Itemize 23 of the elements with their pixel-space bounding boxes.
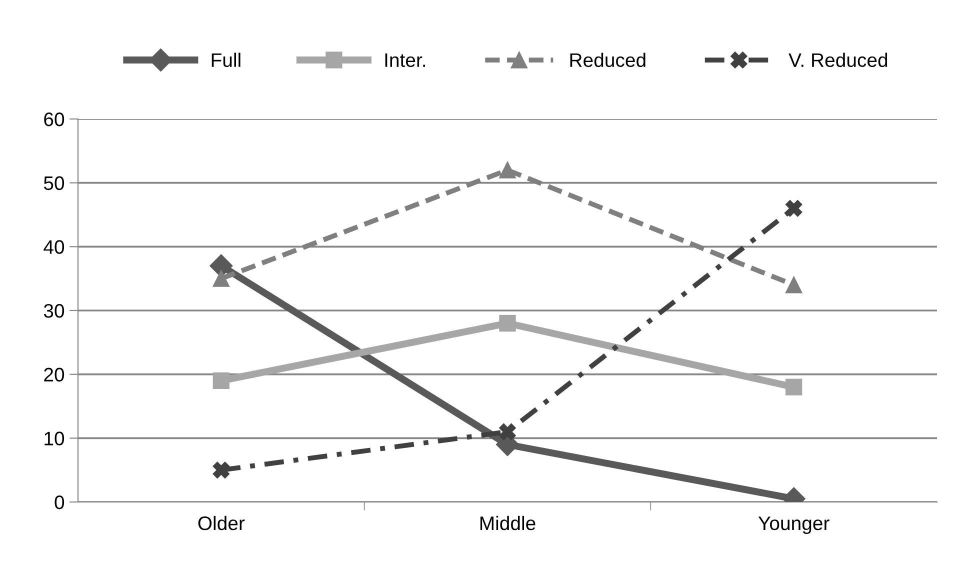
legend-label: V. Reduced: [788, 52, 888, 68]
x-tick-label: Younger: [758, 516, 830, 534]
x-tick-label: Older: [198, 516, 245, 530]
point: [499, 162, 516, 178]
y-tick-label: 10: [44, 432, 64, 446]
point: [212, 462, 230, 478]
legend-label: Full: [212, 52, 240, 68]
legend-label: Inter.: [385, 53, 426, 68]
point: [786, 200, 802, 217]
point: [212, 270, 230, 287]
point: [212, 372, 230, 390]
y-tick-label: 50: [44, 176, 64, 190]
y-tick-label: 60: [44, 112, 64, 126]
legend-label: Reduced: [570, 52, 646, 68]
y-tick-label: 0: [54, 495, 64, 510]
y-tick-label: 30: [44, 304, 64, 318]
point: [499, 423, 516, 440]
x-tick-label: Middle: [480, 516, 536, 530]
point: [786, 378, 802, 396]
y-tick-label: 40: [44, 240, 64, 254]
point: [786, 276, 802, 294]
y-tick-label: 20: [44, 368, 64, 382]
point: [499, 314, 516, 332]
